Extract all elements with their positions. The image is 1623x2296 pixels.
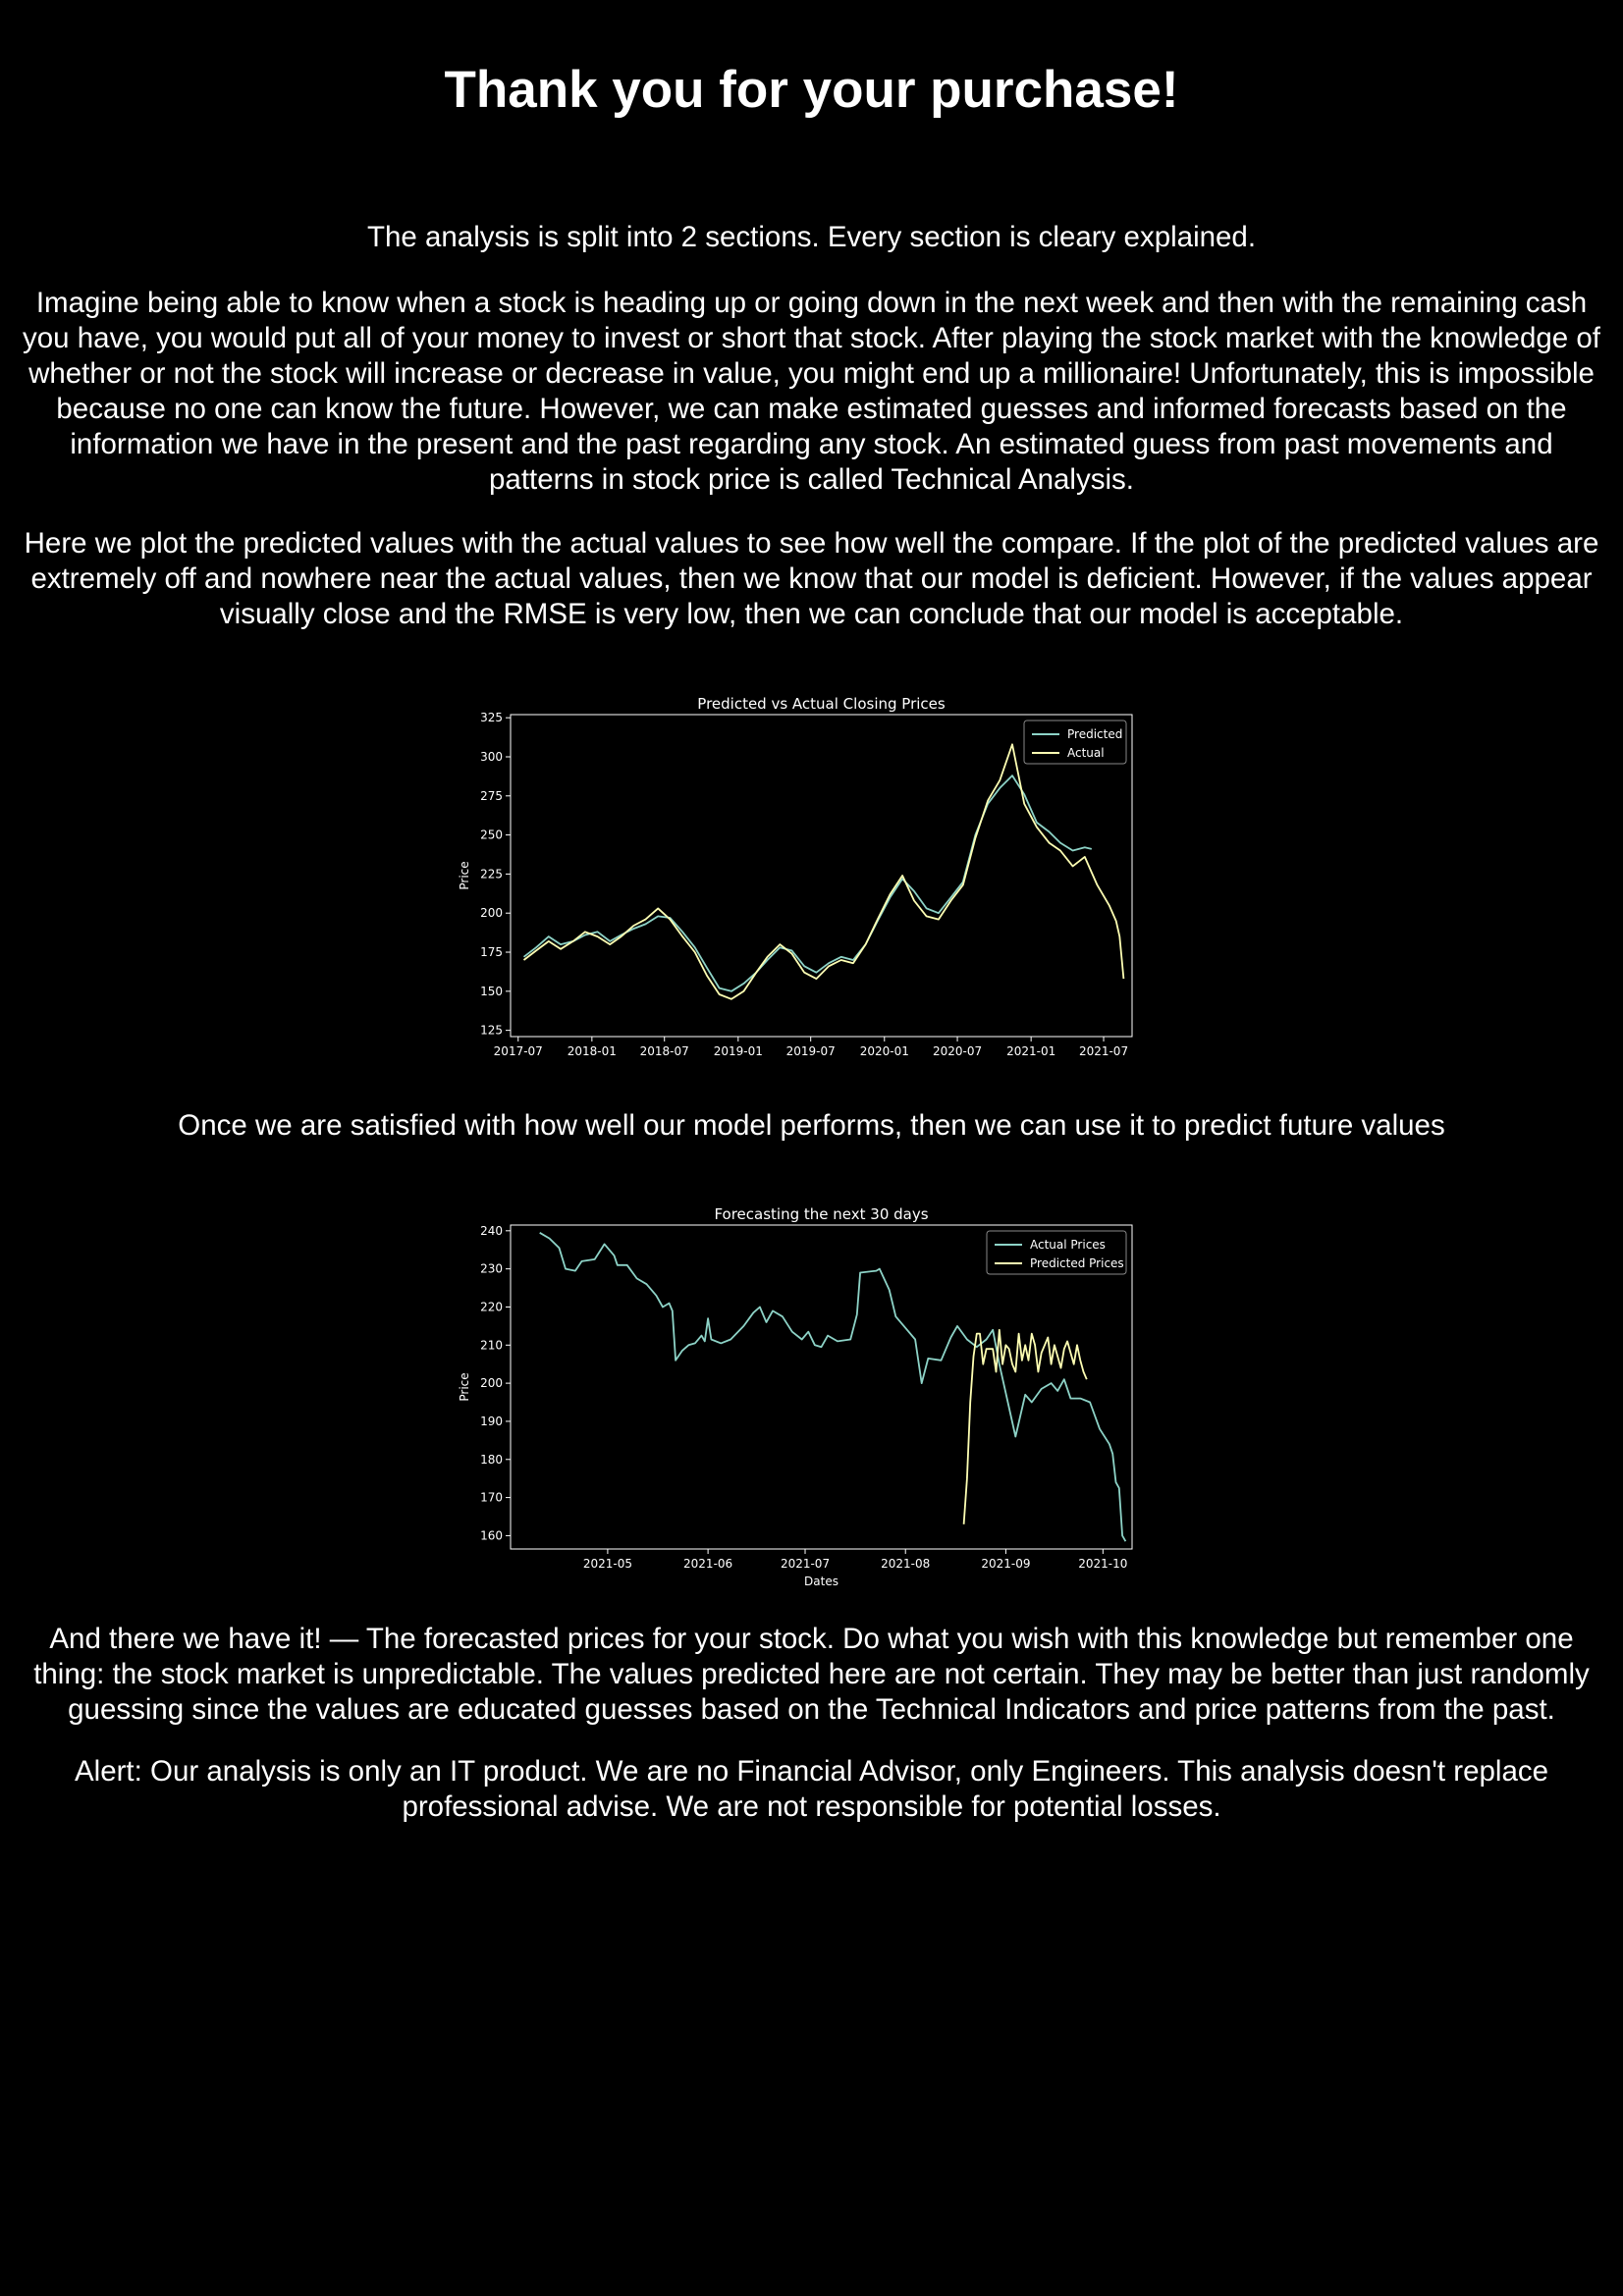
chart-canvas: Forecasting the next 30 days 160 170 180 190… (458, 1205, 1133, 1588)
chart1-y-tick-label: 230 (480, 1262, 503, 1276)
chart1-y-tick-label: 190 (480, 1415, 503, 1428)
chart0-x-tick-label: 2020-01 (860, 1044, 909, 1058)
page-title: Thank you for your purchase! (444, 61, 1179, 119)
chart1-series-predicted-prices-line (962, 1328, 1088, 1524)
chart0-series-predicted-line (522, 774, 1093, 992)
forecast-chart: Forecasting the next 30 days 160 170 180 190… (452, 1198, 1139, 1600)
chart-canvas: Predicted vs Actual Closing Prices 125 150… (458, 695, 1133, 1058)
chart0-x-tick-label: 2017-07 (494, 1044, 543, 1058)
chart1-x-tick-label: 2021-06 (683, 1557, 732, 1571)
chart0-y-tick-label: 175 (480, 945, 503, 959)
chart1-x-axis-label: Dates (804, 1575, 839, 1588)
chart0-x-tick-label: 2021-07 (1079, 1044, 1128, 1058)
chart1-y-axis-label: Price (458, 1372, 471, 1401)
chart1-x-tick-label: 2021-10 (1078, 1557, 1127, 1571)
predicted-vs-actual-chart: Predicted vs Actual Closing Prices 125 150… (452, 687, 1139, 1070)
model-evaluation-text: Here we plot the predicted values with t… (24, 527, 1599, 630)
chart1-legend-label: Predicted Prices (1030, 1256, 1124, 1270)
chart1-y-tick-label: 210 (480, 1338, 503, 1352)
technical-analysis-text: Imagine being able to know when a stock … (23, 287, 1600, 496)
chart1-x-tick-label: 2021-05 (583, 1557, 632, 1571)
chart0-x-tick-label: 2019-01 (714, 1044, 763, 1058)
chart0-series-actual-line (522, 743, 1125, 1000)
disclaimer-text: Alert: Our analysis is only an IT produc… (74, 1755, 1549, 1823)
chart1-y-tick-label: 220 (480, 1300, 503, 1313)
chart0-y-tick-label: 125 (480, 1024, 503, 1038)
chart0-x-tick-label: 2018-01 (568, 1044, 617, 1058)
chart0-y-tick-label: 200 (480, 906, 503, 920)
chart0-legend-label: Predicted (1067, 727, 1122, 741)
chart1-series-actual-prices-line (539, 1232, 1127, 1542)
chart0-y-tick-label: 325 (480, 711, 503, 724)
chart0-y-tick-label: 300 (480, 750, 503, 764)
chart1-x-tick-label: 2021-07 (781, 1557, 830, 1571)
chart0-y-tick-label: 275 (480, 789, 503, 803)
chart1-legend-label: Actual Prices (1030, 1238, 1106, 1252)
chart0-y-axis-label: Price (458, 861, 471, 889)
chart0-x-tick-label: 2018-07 (640, 1044, 689, 1058)
chart1-title: Forecasting the next 30 days (714, 1205, 928, 1223)
chart0-legend-label: Actual (1067, 746, 1105, 760)
chart0-x-tick-label: 2021-01 (1006, 1044, 1055, 1058)
chart1-x-tick-label: 2021-08 (881, 1557, 930, 1571)
chart0-title: Predicted vs Actual Closing Prices (697, 695, 946, 713)
chart1-plot-frame (510, 1224, 1133, 1550)
forecast-intro-text: Once we are satisfied with how well our … (178, 1109, 1445, 1142)
chart0-x-tick-label: 2019-07 (786, 1044, 836, 1058)
intro-text: The analysis is split into 2 sections. E… (366, 221, 1257, 253)
chart0-y-tick-label: 150 (480, 985, 503, 998)
chart1-y-tick-label: 160 (480, 1528, 503, 1542)
chart1-y-tick-label: 170 (480, 1491, 503, 1505)
chart0-x-tick-label: 2020-07 (933, 1044, 982, 1058)
chart0-plot-frame (510, 714, 1133, 1038)
chart1-y-tick-label: 240 (480, 1224, 503, 1238)
chart1-x-tick-label: 2021-09 (981, 1557, 1030, 1571)
chart0-y-tick-label: 225 (480, 867, 503, 881)
chart1-y-tick-label: 200 (480, 1376, 503, 1390)
conclusion-text: And there we have it! — The forecasted p… (33, 1623, 1590, 1726)
chart0-y-tick-label: 250 (480, 828, 503, 842)
chart1-y-tick-label: 180 (480, 1453, 503, 1467)
